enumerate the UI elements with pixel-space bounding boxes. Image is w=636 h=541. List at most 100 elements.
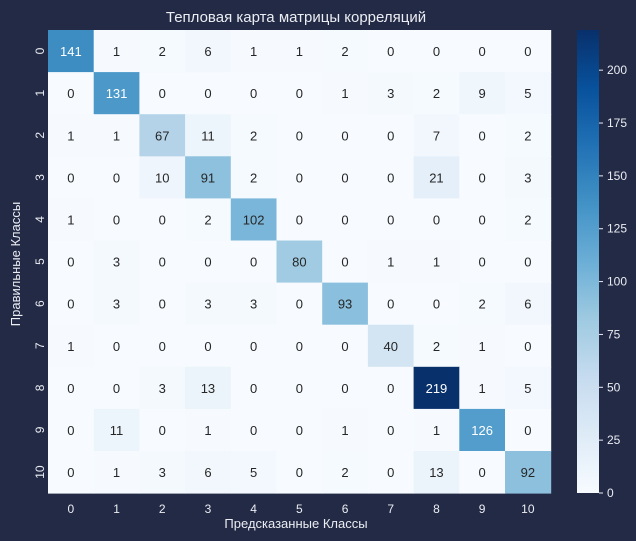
x-tick-label: 0 <box>68 502 75 516</box>
cell-value-label: 0 <box>433 212 440 227</box>
cell-value-label: 13 <box>201 381 215 396</box>
cell-value-label: 0 <box>387 212 394 227</box>
cell-value-label: 0 <box>159 86 166 101</box>
y-axis-label: Правильные Классы <box>8 202 23 326</box>
cell-value-label: 1 <box>113 128 120 143</box>
cell-value-label: 126 <box>471 423 493 438</box>
cell-value-label: 0 <box>479 212 486 227</box>
heatmap-cell <box>139 451 186 494</box>
cell-value-label: 1 <box>341 86 348 101</box>
heatmap-cell <box>139 324 186 368</box>
heatmap-cell <box>459 282 506 326</box>
heatmap-cell <box>230 366 277 410</box>
cell-value-label: 5 <box>250 465 257 480</box>
heatmap-cell <box>322 156 369 199</box>
heatmap-cell <box>367 198 415 241</box>
heatmap-cell <box>93 324 140 368</box>
cell-value-label: 3 <box>159 381 166 396</box>
cell-value-label: 10 <box>155 170 169 185</box>
heatmap-cell <box>276 198 323 241</box>
heatmap-cell <box>413 114 460 157</box>
heatmap-cell <box>413 408 460 452</box>
cell-value-label: 0 <box>387 128 394 143</box>
cell-value-label: 0 <box>296 170 303 185</box>
cell-value-label: 2 <box>250 170 257 185</box>
cell-value-label: 5 <box>524 86 531 101</box>
heatmap-cell <box>505 366 552 410</box>
cell-value-label: 219 <box>426 381 448 396</box>
cell-value-label: 0 <box>67 170 74 185</box>
heatmap-cell <box>139 72 186 115</box>
cell-value-label: 2 <box>341 44 348 59</box>
cell-value-label: 1 <box>479 339 486 354</box>
cell-value-label: 11 <box>201 128 215 143</box>
cell-value-label: 2 <box>159 44 166 59</box>
cell-value-label: 2 <box>341 465 348 480</box>
heatmap-cell <box>230 240 277 284</box>
x-tick-label: 8 <box>433 502 440 516</box>
y-tick-label: 5 <box>33 258 47 265</box>
heatmap-cell <box>230 198 277 241</box>
heatmap-cell <box>505 451 552 494</box>
cell-value-label: 1 <box>113 465 120 480</box>
heatmap-cell <box>185 366 232 410</box>
cell-value-label: 1 <box>296 44 303 59</box>
heatmap-cell <box>413 30 460 73</box>
cell-value-label: 0 <box>159 212 166 227</box>
heatmap-cell <box>48 114 95 157</box>
cell-value-label: 102 <box>243 212 265 227</box>
cell-value-label: 0 <box>67 255 74 270</box>
cell-value-label: 3 <box>159 465 166 480</box>
heatmap-cell <box>276 72 323 115</box>
cell-value-label: 1 <box>250 44 257 59</box>
cell-value-label: 6 <box>524 297 531 312</box>
heatmap-cell <box>505 240 552 284</box>
cell-value-label: 0 <box>479 128 486 143</box>
heatmap-cell <box>230 156 277 199</box>
cell-value-label: 9 <box>479 86 486 101</box>
heatmap-cell <box>367 114 415 157</box>
y-tick-label: 1 <box>33 89 47 96</box>
heatmap-cell <box>459 240 506 284</box>
cell-value-label: 67 <box>155 128 169 143</box>
cell-value-label: 0 <box>341 128 348 143</box>
heatmap-cell <box>322 451 369 494</box>
heatmap-cell <box>48 408 95 452</box>
heatmap-cell <box>93 72 140 115</box>
heatmap-cell <box>185 156 232 199</box>
heatmap-cell <box>230 30 277 73</box>
cell-value-label: 1 <box>204 423 211 438</box>
heatmap-cell <box>505 72 552 115</box>
heatmap-cell <box>322 282 369 326</box>
y-tick-label: 8 <box>33 384 47 391</box>
cell-value-label: 40 <box>384 339 398 354</box>
heatmap-cell <box>48 324 95 368</box>
cell-value-label: 1 <box>67 212 74 227</box>
heatmap-cell <box>367 240 415 284</box>
cell-value-label: 0 <box>67 86 74 101</box>
heatmap-cell <box>185 282 232 326</box>
y-tick-label: 2 <box>33 132 47 139</box>
heatmap-cell <box>459 408 506 452</box>
heatmap-cell <box>459 198 506 241</box>
y-tick-label: 9 <box>33 426 47 433</box>
heatmap-cell <box>322 30 369 73</box>
cell-value-label: 91 <box>201 170 215 185</box>
heatmap-cell <box>413 156 460 199</box>
heatmap-cell <box>48 156 95 199</box>
cell-value-label: 0 <box>524 44 531 59</box>
heatmap-cell <box>322 408 369 452</box>
heatmap-cell <box>459 366 506 410</box>
heatmap-cell <box>367 324 415 368</box>
cell-value-label: 0 <box>296 297 303 312</box>
cell-value-label: 0 <box>341 255 348 270</box>
cell-value-label: 3 <box>113 297 120 312</box>
heatmap-cell <box>367 72 415 115</box>
heatmap-cell <box>93 114 140 157</box>
heatmap-cell <box>93 408 140 452</box>
heatmap-cell <box>322 198 369 241</box>
colorbar-tick-label: 200 <box>607 63 627 77</box>
cell-value-label: 3 <box>204 297 211 312</box>
heatmap-cell <box>322 240 369 284</box>
cell-value-label: 0 <box>250 255 257 270</box>
